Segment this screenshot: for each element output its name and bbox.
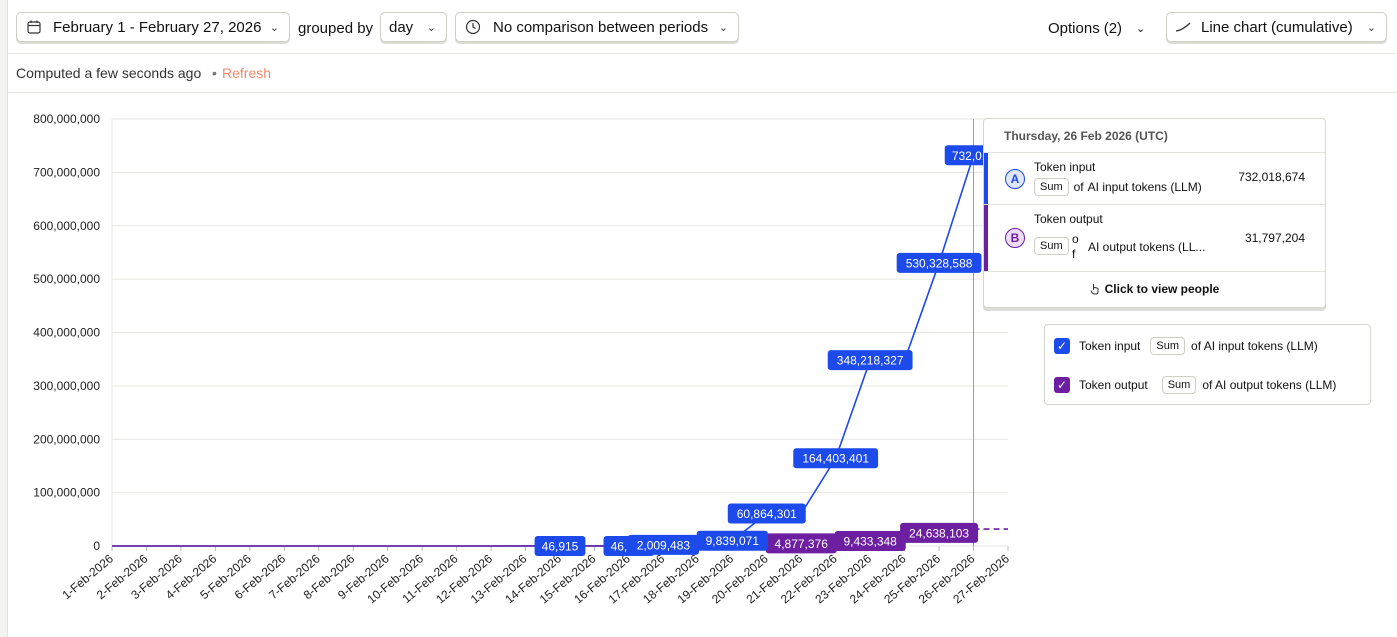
click-to-view-people[interactable]: Click to view people (984, 272, 1325, 306)
data-label: 530,328,588 (896, 252, 982, 273)
interval-value: day (389, 18, 414, 36)
data-label-box (727, 503, 806, 524)
data-label-box (896, 252, 982, 273)
date-range-picker[interactable]: February 1 - February 27, 2026 ⌄ (16, 12, 290, 42)
y-tick-label: 500,000,000 (33, 272, 100, 286)
data-label-box (627, 534, 699, 555)
checkbox-checked-icon[interactable]: ✓ (1054, 377, 1070, 393)
series-badge-a: A (1005, 169, 1025, 189)
aggregation-pill: Sum (1161, 376, 1197, 394)
line-chart: 0 100,000,000 200,000,000 300,000,000 400,00… (33, 112, 1012, 606)
data-label-text: 4,877,376 (775, 537, 829, 551)
computed-status: Computed a few seconds ago (16, 65, 202, 81)
chevron-down-icon: ⌄ (269, 21, 279, 34)
series-color-bar (984, 153, 988, 204)
data-label-text: 164,403,401 (802, 452, 869, 466)
options-count: (2) (1103, 20, 1123, 37)
series-name: Token input (1034, 160, 1096, 174)
chart-type-value: Line chart (cumulative) (1201, 18, 1353, 36)
y-tick-label: 200,000,000 (33, 432, 100, 446)
property-name: AI input tokens (LLM) (1087, 180, 1202, 194)
chevron-down-icon: ⌄ (1366, 21, 1376, 34)
data-label: 164,403,401 (793, 448, 879, 469)
y-tick-label: 400,000,000 (33, 326, 100, 340)
data-label: 46,915 (534, 535, 586, 556)
chart-type-select[interactable]: Line chart (cumulative) ⌄ (1166, 12, 1387, 42)
series-value: 732,018,674 (1238, 170, 1305, 184)
interval-select[interactable]: day ⌄ (380, 12, 447, 42)
y-tick-label: 300,000,000 (33, 379, 100, 393)
aggregation-pill: Sum (1034, 178, 1069, 196)
data-label: 9,839,071 (696, 530, 768, 551)
data-label: 4,877,376 (765, 533, 837, 554)
refresh-link[interactable]: Refresh (222, 65, 272, 81)
date-range-value: February 1 - February 27, 2026 (53, 18, 262, 36)
chart-tooltip: Thursday, 26 Feb 2026 (UTC) A Token inpu… (983, 118, 1326, 308)
y-tick-label: 600,000,000 (33, 219, 100, 233)
of-label: of (1073, 180, 1084, 194)
data-label-text: 9,839,071 (706, 534, 760, 548)
status-bar: Computed a few seconds ago • Refresh (8, 54, 1397, 93)
y-tick-label: 800,000,000 (33, 112, 100, 126)
data-label: 60,864,301 (727, 503, 806, 524)
chevron-down-icon: ⌄ (426, 21, 436, 34)
data-label-text: 2,009,483 (637, 538, 691, 552)
legend-item-input[interactable]: ✓ Token input Sum of AI input tokens (LL… (1054, 337, 1318, 355)
legend-item-output[interactable]: ✓ Token output Sum of AI output tokens (… (1054, 376, 1336, 394)
series-name: Token output (1034, 212, 1103, 226)
legend-series-name: Token input (1079, 339, 1141, 353)
data-label: 2,009,483 (627, 534, 699, 555)
legend-series-name: Token output (1079, 378, 1148, 392)
toolbar: February 1 - February 27, 2026 ⌄ grouped… (8, 0, 1397, 54)
chart-legend: ✓ Token input Sum of AI input tokens (LL… (1044, 324, 1371, 405)
data-label-box (900, 522, 979, 543)
y-tick-label: 0 (93, 539, 100, 553)
aggregation-pill: Sum (1034, 237, 1069, 255)
data-label-text: 46,915 (542, 539, 579, 553)
series-color-bar (984, 205, 988, 271)
grouped-by-label: grouped by (298, 20, 374, 37)
y-tick-label: 100,000,000 (33, 486, 100, 500)
chevron-down-icon: ⌄ (718, 21, 728, 34)
data-label-text: 60,864,301 (737, 507, 797, 521)
pointer-hand-icon (1090, 284, 1099, 295)
series-value: 31,797,204 (1244, 231, 1305, 245)
of-label-line1: o (1072, 232, 1079, 246)
data-label: 9,433,348 (834, 530, 906, 551)
calendar-icon (27, 20, 41, 34)
data-label: 24,638,103 (900, 522, 979, 543)
data-label-box (834, 530, 906, 551)
series-badge-b: B (1005, 228, 1025, 248)
tooltip-row: B Token output Sum o f AI output tokens … (984, 205, 1325, 271)
checkbox-checked-icon[interactable]: ✓ (1054, 338, 1070, 354)
legend-property: of AI output tokens (LLM) (1202, 378, 1337, 392)
options-button[interactable]: Options (2) ⌄ (1048, 20, 1145, 37)
data-label-box (793, 448, 879, 469)
clock-icon (465, 19, 481, 35)
aggregation-pill: Sum (1150, 337, 1186, 355)
data-label-text: 24,638,103 (909, 526, 969, 540)
tooltip-row: A Token input Sum of AI input tokens (LL… (984, 153, 1325, 204)
of-label-line2: f (1072, 247, 1076, 261)
click-to-view-label: Click to view people (1104, 282, 1220, 296)
insight-panel: February 1 - February 27, 2026 ⌄ grouped… (7, 0, 1397, 637)
data-label: 348,218,327 (827, 350, 913, 371)
data-label-text: 9,433,348 (843, 534, 897, 548)
data-label-text: 348,218,327 (837, 354, 904, 368)
property-name: AI output tokens (LL... (1088, 240, 1206, 254)
line-chart-icon (1175, 22, 1191, 32)
data-label-box (827, 350, 913, 371)
legend-property: of AI input tokens (LLM) (1191, 339, 1318, 353)
data-label-text: 530,328,588 (906, 256, 973, 270)
data-label-box (534, 535, 586, 556)
data-label-box (696, 530, 768, 551)
y-tick-label: 700,000,000 (33, 165, 100, 179)
chevron-down-icon: ⌄ (1136, 23, 1146, 35)
status-separator: • (212, 65, 217, 81)
data-label-box (765, 533, 837, 554)
options-label: Options (1048, 20, 1100, 37)
comparison-value: No comparison between periods (493, 18, 709, 36)
comparison-select[interactable]: No comparison between periods ⌄ (455, 12, 739, 42)
tooltip-date: Thursday, 26 Feb 2026 (UTC) (1004, 129, 1168, 143)
